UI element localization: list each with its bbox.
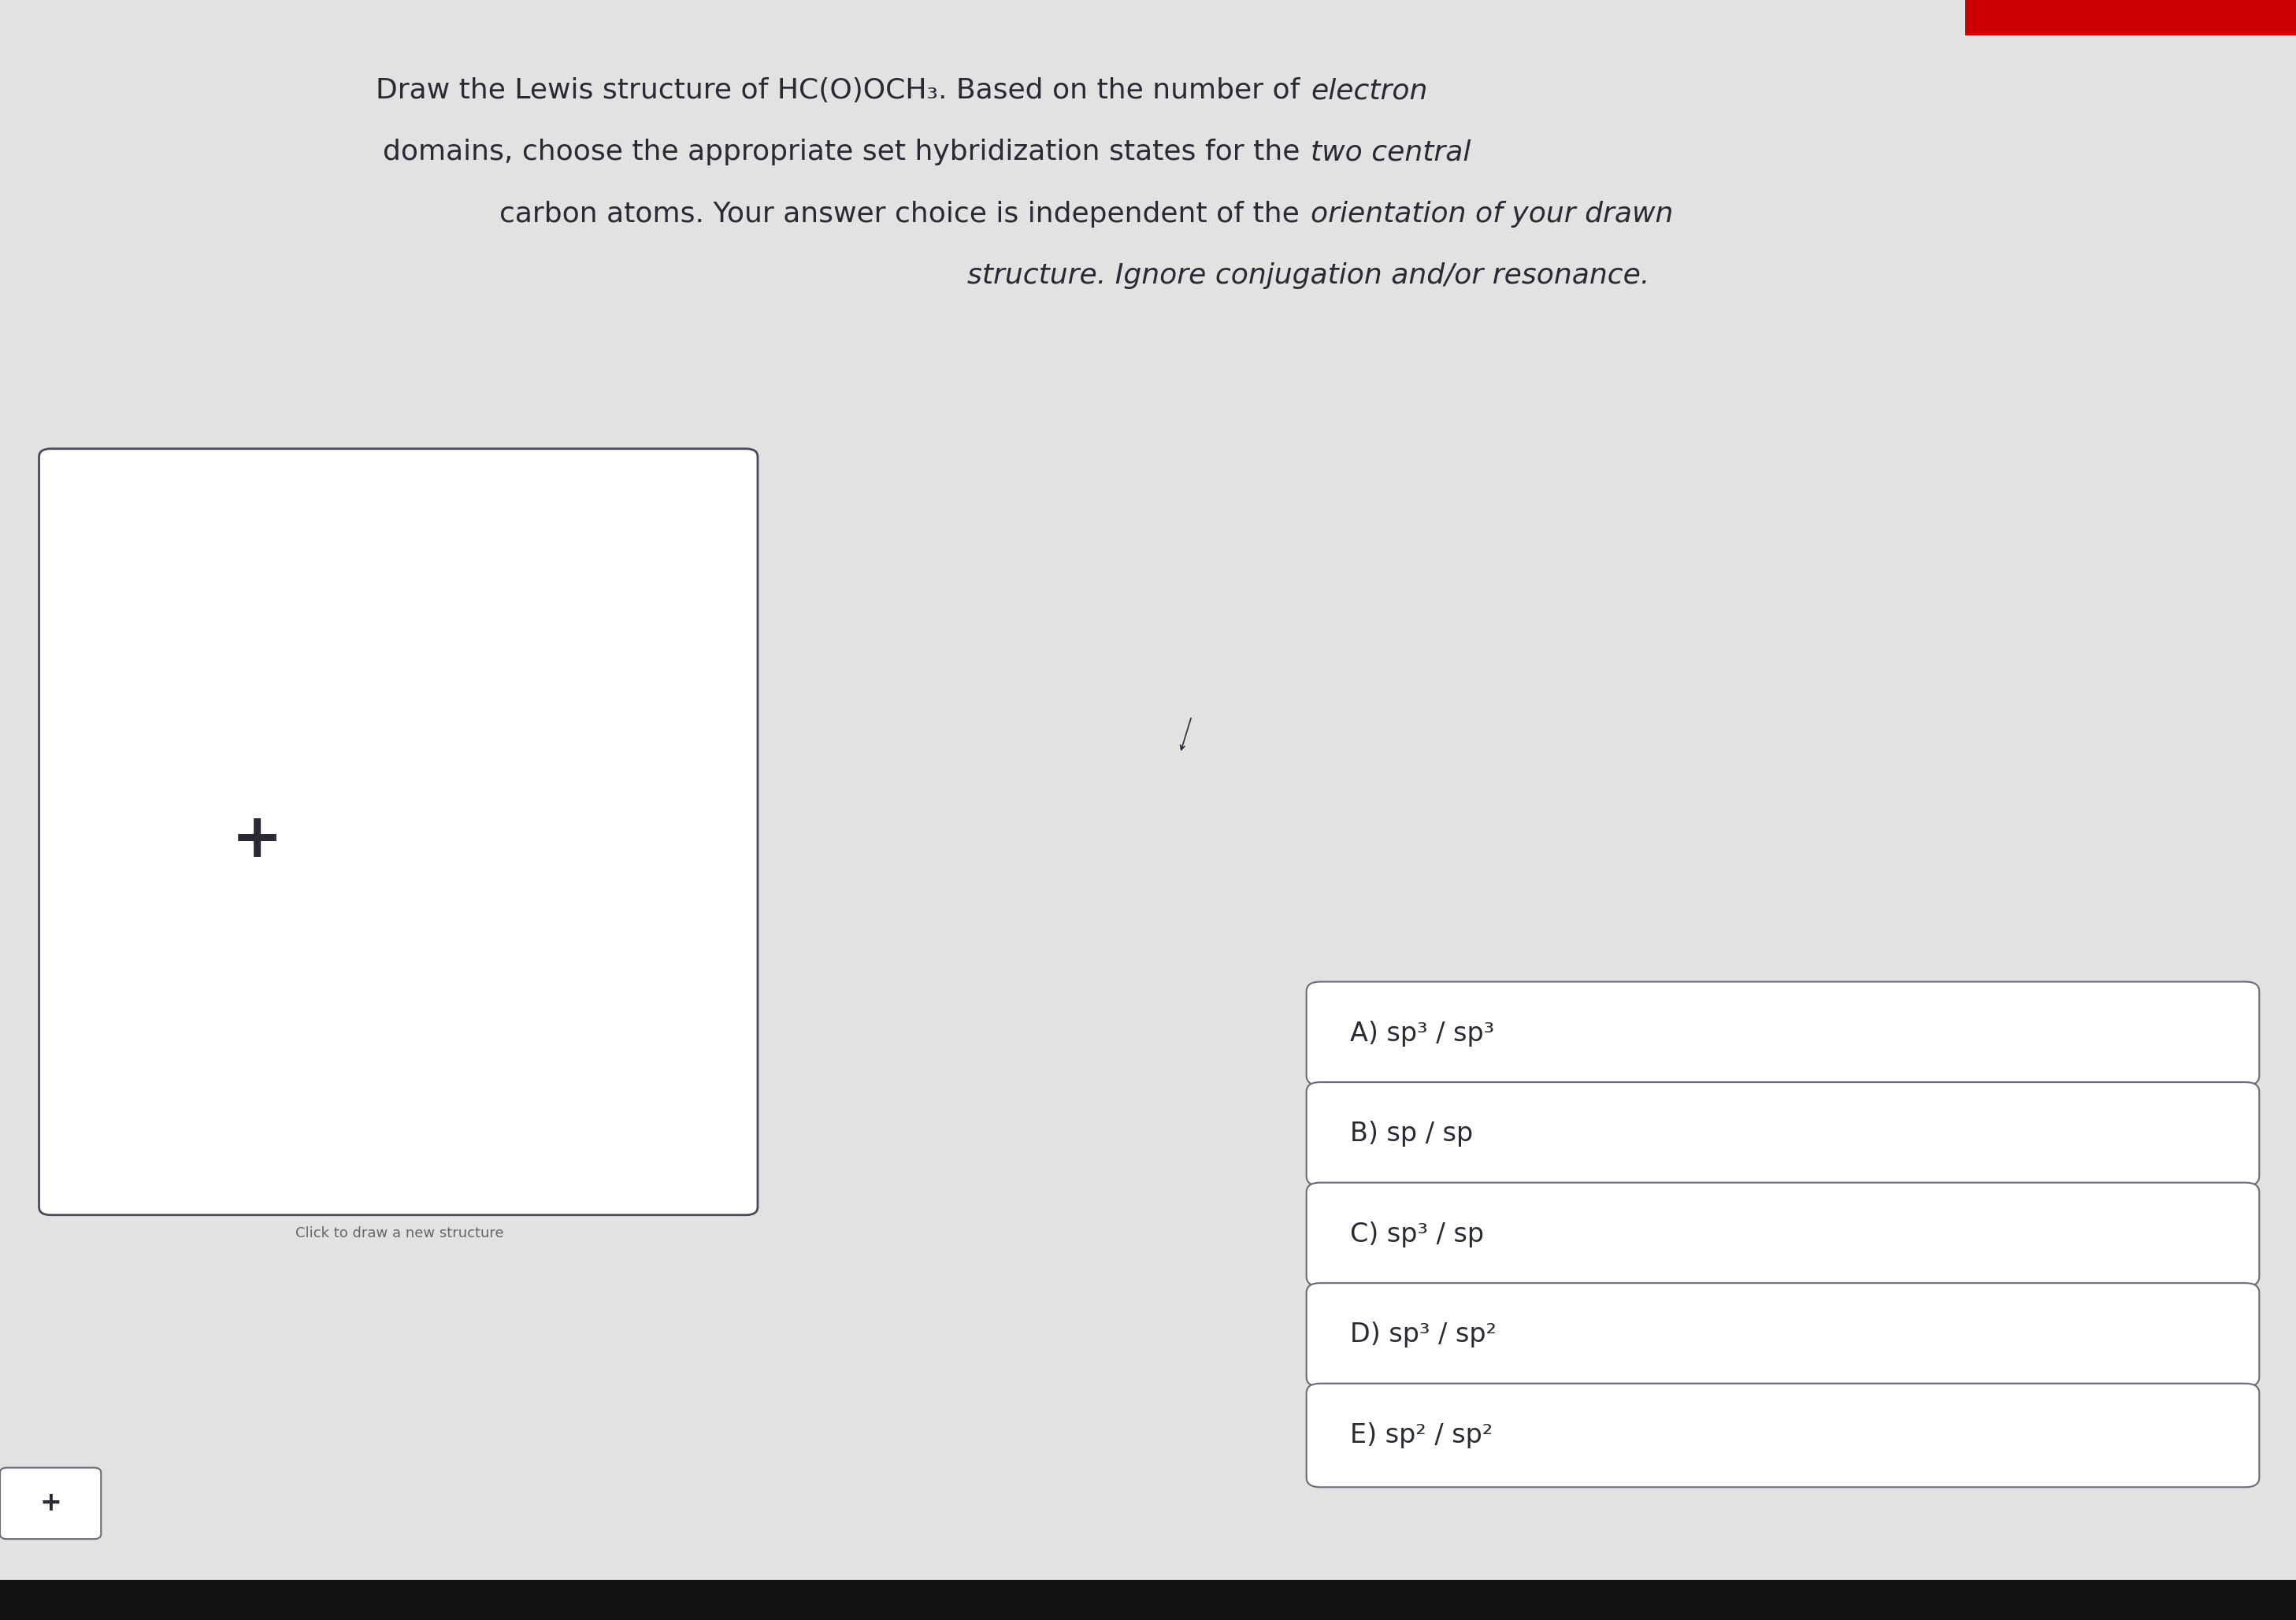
Text: E) sp² / sp²: E) sp² / sp²	[1350, 1422, 1492, 1448]
Text: C) sp³ / sp: C) sp³ / sp	[1350, 1221, 1483, 1247]
Text: D) sp³ / sp²: D) sp³ / sp²	[1350, 1322, 1497, 1348]
Text: +: +	[39, 1490, 62, 1516]
FancyBboxPatch shape	[0, 1468, 101, 1539]
Text: domains, choose the appropriate set hybridization states for the: domains, choose the appropriate set hybr…	[383, 139, 1309, 165]
Text: B) sp / sp: B) sp / sp	[1350, 1121, 1474, 1147]
Bar	[0, 1580, 2296, 1620]
FancyBboxPatch shape	[1306, 982, 2259, 1085]
FancyBboxPatch shape	[1306, 1082, 2259, 1186]
Text: structure. Ignore conjugation and/or resonance.: structure. Ignore conjugation and/or res…	[967, 262, 1651, 288]
Text: electron: electron	[1311, 78, 1428, 104]
Text: A) sp³ / sp³: A) sp³ / sp³	[1350, 1021, 1495, 1047]
Text: +: +	[232, 810, 282, 868]
Text: two central: two central	[1311, 139, 1472, 165]
FancyBboxPatch shape	[1306, 1183, 2259, 1286]
Text: carbon atoms. Your answer choice is independent of the: carbon atoms. Your answer choice is inde…	[501, 201, 1309, 227]
FancyBboxPatch shape	[1306, 1283, 2259, 1387]
Bar	[1965, 0, 2296, 36]
Text: Click to draw a new structure: Click to draw a new structure	[296, 1226, 503, 1241]
FancyBboxPatch shape	[1306, 1383, 2259, 1487]
Text: orientation of your drawn: orientation of your drawn	[1311, 201, 1674, 227]
FancyBboxPatch shape	[39, 449, 758, 1215]
Text: Draw the Lewis structure of HC(O)OCH₃. Based on the number of: Draw the Lewis structure of HC(O)OCH₃. B…	[377, 78, 1309, 104]
